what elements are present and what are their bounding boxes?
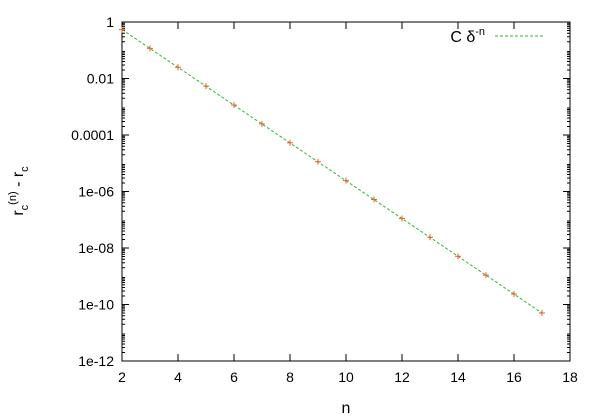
y-axis-title-sup: (n) [7, 191, 19, 204]
plot-frame [121, 21, 571, 362]
y-tick-label: 1 [106, 14, 114, 30]
y-axis-title-sub1: c [19, 204, 31, 210]
data-point [427, 234, 433, 241]
axis-ticks [121, 21, 571, 362]
legend-label: C δ-n [450, 26, 485, 46]
y-tick-label: 1e-08 [78, 240, 114, 256]
data-point [147, 45, 153, 52]
y-axis-title-mid: - r [10, 171, 27, 191]
data-point [343, 177, 349, 184]
y-tick-label: 0.01 [87, 71, 114, 87]
data-point [119, 26, 125, 33]
x-tick-label: 12 [394, 369, 410, 385]
x-tick-label: 14 [450, 369, 466, 385]
x-tick-label: 10 [338, 369, 354, 385]
y-axis-title-base: r [10, 210, 27, 216]
x-tick-label: 18 [562, 369, 578, 385]
legend-label-main: C δ [450, 29, 475, 46]
series-layer [119, 26, 545, 317]
data-point [371, 196, 377, 203]
x-tick-label: 4 [174, 369, 182, 385]
y-tick-label: 1e-12 [78, 353, 114, 369]
x-axis-title: n [342, 400, 351, 417]
data-point [399, 215, 405, 222]
data-point [287, 139, 293, 146]
y-axis-title-sub2: c [19, 166, 31, 172]
svg-text:rc(n) - rc: rc(n) - rc [7, 166, 31, 216]
y-tick-label: 1e-06 [78, 184, 114, 200]
fit-line [121, 29, 543, 314]
x-tick-label: 8 [286, 369, 294, 385]
y-tick-label: 1e-10 [78, 297, 114, 313]
legend-label-sup: -n [475, 26, 485, 38]
data-point [539, 310, 545, 317]
tick-labels: 2 4 6 8 10 12 14 16 18 1 0.01 0.0001 1e-06 1e-08 1e-10… [71, 14, 578, 385]
x-tick-label: 2 [118, 369, 126, 385]
legend: C δ-n [450, 26, 543, 46]
data-point [483, 272, 489, 279]
y-axis-title: rc(n) - rc [7, 166, 31, 216]
data-point [511, 291, 517, 298]
data-point [315, 158, 321, 165]
y-tick-label: 0.0001 [71, 127, 114, 143]
data-point [259, 120, 265, 127]
data-point [175, 64, 181, 71]
data-point [455, 253, 461, 260]
data-point [231, 102, 237, 109]
x-tick-label: 6 [230, 369, 238, 385]
data-point [203, 83, 209, 90]
x-tick-label: 16 [506, 369, 522, 385]
